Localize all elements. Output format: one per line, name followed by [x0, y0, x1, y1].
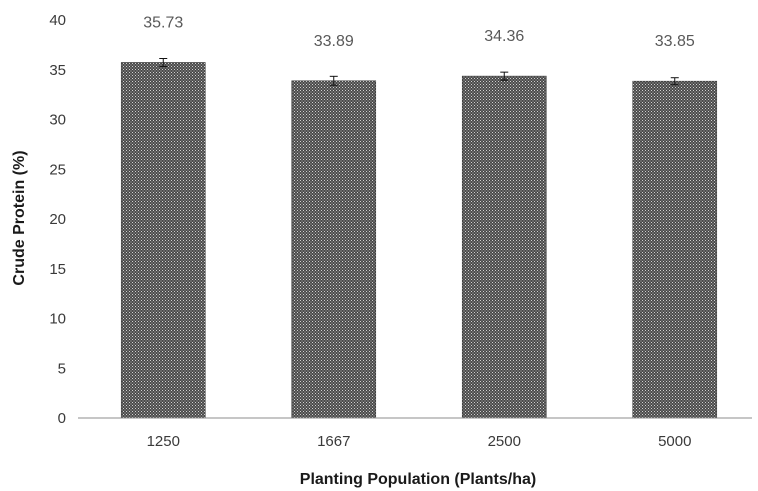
- y-tick-label: 30: [49, 112, 66, 129]
- data-label: 33.89: [314, 33, 354, 50]
- x-axis-title: Planting Population (Plants/ha): [300, 471, 536, 488]
- x-tick-label: 1250: [147, 433, 180, 450]
- error-bar: [329, 75, 338, 86]
- y-tick-label: 25: [49, 161, 66, 178]
- bar: [461, 75, 547, 419]
- y-tick-label: 5: [58, 360, 66, 377]
- bars: [120, 62, 718, 419]
- x-tick-label: 5000: [658, 433, 691, 450]
- x-axis-ticks: 1250 1667 2500 5000: [147, 433, 692, 450]
- error-bars: [159, 58, 679, 86]
- x-tick-label: 1667: [317, 433, 350, 450]
- error-bar: [500, 71, 509, 81]
- y-axis-ticks: 0 5 10 15 20 25 30 35 40: [49, 12, 66, 427]
- data-labels: 35.73 33.89 34.36 33.85: [143, 14, 695, 50]
- data-label: 33.85: [655, 33, 695, 50]
- bar: [632, 80, 718, 419]
- data-label: 34.36: [484, 28, 524, 45]
- y-tick-label: 35: [49, 62, 66, 79]
- x-tick-label: 2500: [488, 433, 521, 450]
- y-tick-label: 0: [58, 410, 66, 427]
- y-axis-title: Crude Protein (%): [11, 150, 28, 285]
- error-bar: [670, 77, 679, 86]
- bar: [120, 62, 206, 419]
- y-tick-label: 10: [49, 311, 66, 328]
- error-bar: [159, 58, 168, 67]
- y-tick-label: 15: [49, 261, 66, 278]
- data-label: 35.73: [143, 14, 183, 31]
- bar: [291, 80, 377, 419]
- y-tick-label: 40: [49, 12, 66, 29]
- y-tick-label: 20: [49, 211, 66, 228]
